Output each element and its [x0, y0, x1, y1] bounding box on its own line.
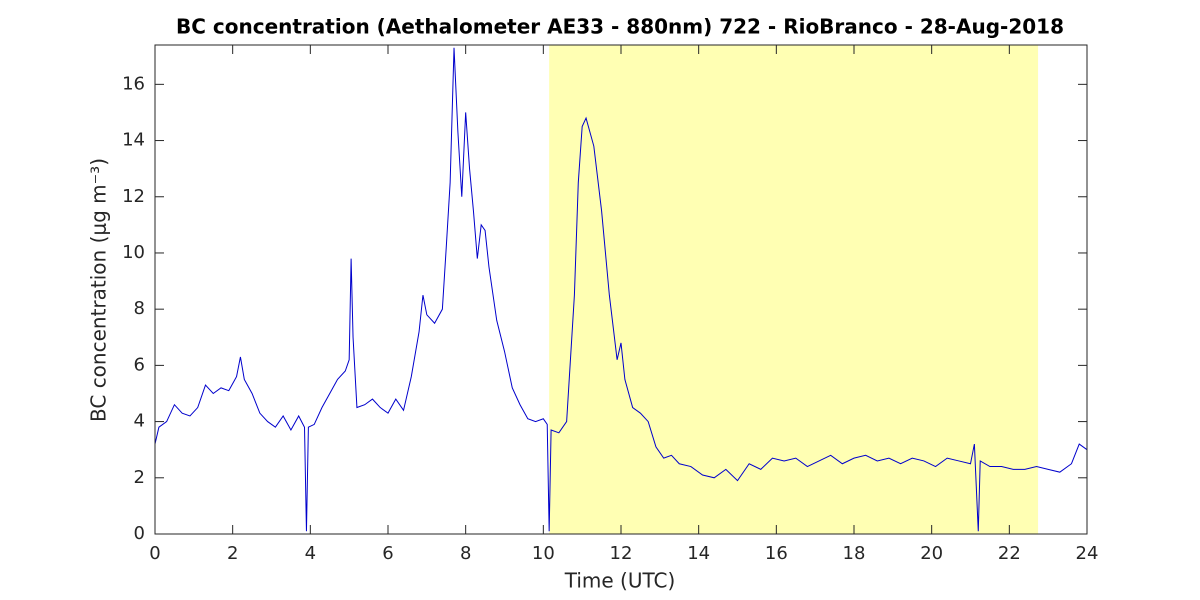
- x-tick-label: 10: [532, 543, 555, 564]
- data-line: [154, 47, 1088, 532]
- x-tick-label: 6: [382, 543, 393, 564]
- x-tick-label: 0: [149, 543, 160, 564]
- x-tick-label: 4: [305, 543, 316, 564]
- x-tick-label: 18: [843, 543, 866, 564]
- x-tick-label: 12: [610, 543, 633, 564]
- x-axis-label: Time (UTC): [564, 569, 676, 593]
- y-tick-label: 8: [134, 298, 145, 319]
- y-tick-label: 14: [122, 130, 145, 151]
- y-tick-label: 16: [122, 73, 145, 94]
- y-tick-label: 12: [122, 186, 145, 207]
- x-tick-label: 14: [687, 543, 710, 564]
- shaded-region: [549, 45, 1039, 534]
- x-tick-label: 8: [460, 543, 471, 564]
- x-tick-label: 22: [998, 543, 1021, 564]
- x-tick-label: 2: [227, 543, 238, 564]
- chart-title: BC concentration (Aethalometer AE33 - 88…: [176, 15, 1064, 39]
- y-tick-label: 2: [134, 467, 145, 488]
- x-tick-label: 24: [1076, 543, 1099, 564]
- x-tick-label: 16: [765, 543, 788, 564]
- y-tick-label: 10: [122, 242, 145, 263]
- y-axis-label: BC concentration (μg m⁻³): [87, 158, 111, 422]
- y-tick-label: 6: [134, 354, 145, 375]
- y-tick-label: 0: [134, 523, 145, 544]
- x-tick-label: 20: [920, 543, 943, 564]
- y-tick-label: 4: [134, 411, 145, 432]
